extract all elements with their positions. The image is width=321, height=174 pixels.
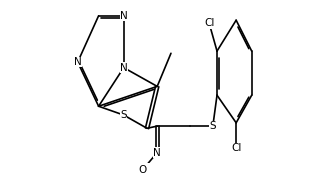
Text: Cl: Cl	[231, 143, 241, 153]
Text: S: S	[210, 121, 216, 131]
Text: N: N	[74, 57, 82, 67]
Text: N: N	[120, 63, 127, 73]
Text: N: N	[120, 11, 127, 21]
Text: O: O	[138, 165, 146, 174]
Text: Cl: Cl	[204, 18, 214, 29]
Text: N: N	[153, 148, 161, 158]
Text: S: S	[120, 110, 127, 120]
